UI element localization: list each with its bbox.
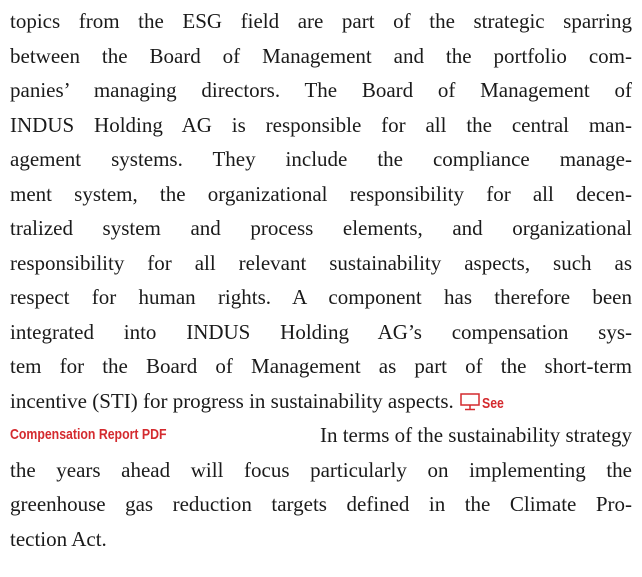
text-line: topics from the ESG field are part of th… (10, 9, 632, 33)
text: In terms of the sustainability strategy (319, 423, 632, 447)
text-line: ment system, the organizational responsi… (10, 181, 632, 206)
text-line: panies’ managing directors. The Board of… (10, 78, 632, 102)
link[interactable]: Compensation Report PDF (10, 426, 167, 443)
monitor-icon (460, 392, 480, 410)
text-line: greenhouse gas reduction targets defined… (10, 492, 632, 516)
text-line: tem for the Board of Management as part … (10, 354, 632, 378)
text-line: tection Act. (10, 526, 107, 551)
paragraph: topics from the ESG field are part of th… (10, 4, 632, 556)
text-line: integrated into INDUS Holding AG’s compe… (10, 319, 632, 344)
text-line: Compensation Report PDF In terms of the s… (10, 418, 632, 453)
text-line: responsibility for all relevant sustaina… (10, 250, 632, 275)
text-line: the years ahead will focus particularly … (10, 457, 632, 482)
text-line: agement systems. They include the compli… (10, 147, 632, 171)
link[interactable]: See (481, 394, 504, 412)
text-line: tralized system and process elements, an… (10, 216, 632, 240)
text-line: INDUS Holding AG is responsible for all … (10, 112, 632, 137)
text-line: incentive (STI) for progress in sustaina… (10, 384, 632, 419)
text-line: respect for human rights. A component ha… (10, 285, 632, 309)
text: incentive (STI) for progress in sustaina… (10, 388, 454, 413)
text-line: between the Board of Management and the … (10, 43, 632, 68)
